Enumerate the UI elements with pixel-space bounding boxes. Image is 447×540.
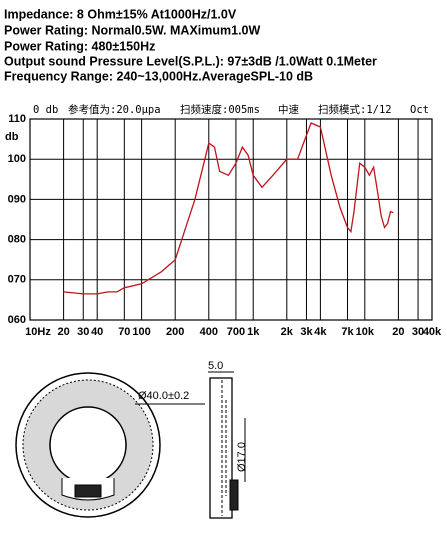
y-tick-label: 060 [8, 314, 26, 326]
x-tick-label: 20 [392, 326, 404, 338]
x-tick-label: 2k [281, 326, 294, 338]
x-tick-label: 1k [247, 326, 260, 338]
x-tick-label: 3k [300, 326, 313, 338]
y-tick-label: 110 [8, 113, 26, 125]
spec-line: Power Rating: Normal0.5W. MAXimum1.0W [4, 23, 260, 37]
side-detail [221, 380, 227, 516]
top-label: Oct [410, 104, 429, 116]
x-tick-label: 700 [227, 326, 245, 338]
outer-ring [15, 372, 161, 518]
x-tick-label: 20 [57, 326, 69, 338]
y-axis-label: db [5, 131, 19, 143]
x-tick-label: 100 [132, 326, 150, 338]
header: Impedance: 8 Ohm±15% At1000Hz/1.0V Power… [4, 7, 377, 83]
top-label: 中速 [278, 103, 299, 116]
y-tick-label: 080 [8, 234, 26, 246]
y-tick-label: 100 [8, 153, 26, 165]
x-tick-label: 4k [314, 326, 327, 338]
x-tick-label: 40 [91, 326, 103, 338]
plot-frame [29, 118, 433, 321]
spec-line: Power Rating: 480±150Hz [4, 39, 155, 53]
y-tick-label: 090 [8, 193, 26, 205]
x-tick-label: 30 [77, 326, 89, 338]
top-label: 扫频速度:005ms [180, 103, 260, 116]
top-label: 参考值为:20.0μpa [68, 103, 161, 116]
terminal-block [74, 484, 102, 498]
x-tick-label: 200 [166, 326, 184, 338]
x-tick-label: 400 [200, 326, 218, 338]
x-tick-label: 30 [412, 326, 424, 338]
side-terminal [229, 479, 239, 511]
response-curve [63, 122, 394, 295]
width-label: 5.0 [208, 360, 223, 372]
x-tick-label: 40k [423, 326, 442, 338]
x-tick-label: 10k [356, 326, 375, 338]
spec-line: Output sound Pressure Level(S.P.L.): 97±… [4, 54, 377, 68]
side-view [209, 377, 233, 519]
dome [49, 406, 127, 484]
x-tick-label: 7k [341, 326, 354, 338]
x-tick-label: 70 [118, 326, 130, 338]
y-tick-label: 070 [8, 274, 26, 286]
speaker-drawing [15, 371, 246, 519]
spec-line: Frequency Range: 240~13,000Hz.AverageSPL… [4, 69, 313, 83]
outer-diameter: Ø40.0±0.2 [138, 390, 189, 402]
top-label: 扫频模式:1/12 [318, 103, 392, 116]
spec-line: Impedance: 8 Ohm±15% At1000Hz/1.0V [4, 7, 237, 21]
x-tick-label: 10Hz [25, 326, 51, 338]
top-label: 0 db [33, 104, 58, 116]
inner-diameter: Ø17.0 [236, 442, 248, 472]
